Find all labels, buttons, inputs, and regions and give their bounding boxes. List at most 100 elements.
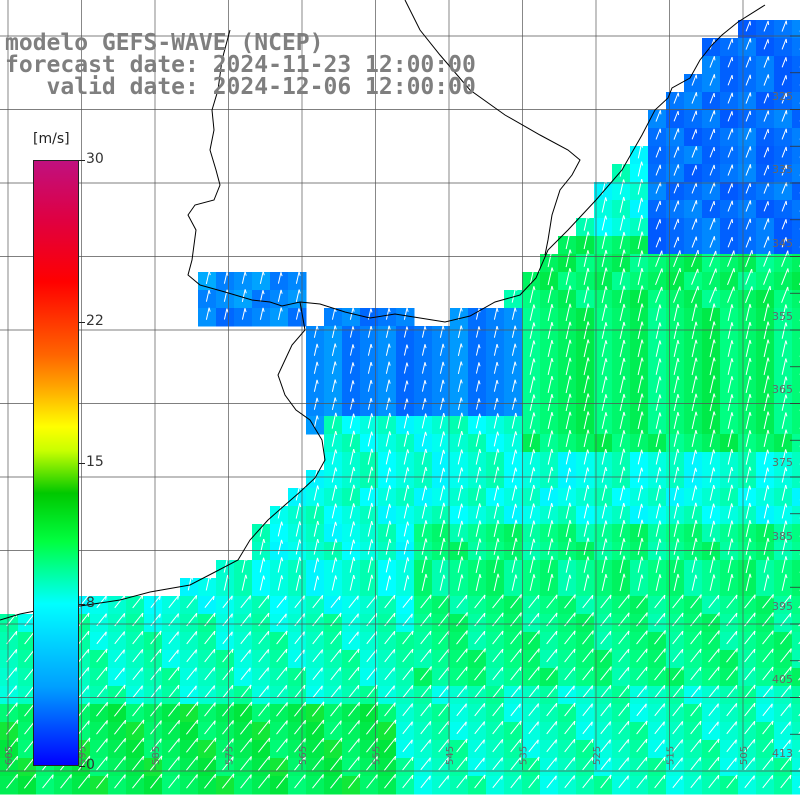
wind-arrow-head: [316, 325, 319, 330]
wind-arrow-head: [592, 648, 594, 653]
wind-arrow: [745, 538, 751, 555]
wind-arrow-head: [303, 649, 305, 654]
wind-arrow-head: [429, 721, 432, 726]
wind-arrow: [258, 594, 270, 609]
wind-arrow: [492, 648, 504, 663]
wind-arrow-head: [700, 612, 702, 617]
latitude-label: 345: [772, 237, 793, 250]
wind-arrow: [439, 449, 444, 465]
wind-arrow-head: [713, 357, 716, 362]
wind-arrow: [745, 268, 753, 285]
wind-arrow: [672, 775, 683, 789]
wind-arrow: [492, 702, 504, 717]
wind-arrow: [222, 738, 234, 753]
wind-arrow-head: [736, 648, 738, 653]
wind-arrow-head: [713, 503, 716, 508]
wind-arrow: [582, 738, 594, 753]
wind-arrow: [511, 503, 516, 519]
wind-arrow: [636, 720, 648, 735]
wind-arrow: [367, 485, 373, 501]
wind-arrow: [331, 538, 337, 555]
wind-arrow-head: [735, 685, 738, 690]
wind-arrow-head: [339, 631, 342, 636]
wind-arrow: [204, 648, 216, 663]
wind-arrow: [547, 538, 553, 555]
wind-arrow: [673, 485, 678, 501]
wind-arrow-head: [371, 521, 374, 526]
wind-arrow: [637, 357, 643, 376]
wind-arrow-head: [159, 685, 162, 690]
wind-arrow: [511, 286, 517, 303]
wind-arrow-head: [317, 539, 320, 544]
wind-arrow: [366, 649, 377, 663]
wind-arrow-head: [641, 143, 644, 148]
wind-arrow: [582, 721, 593, 735]
wind-arrow: [474, 666, 486, 681]
wind-arrow: [727, 38, 733, 50]
wind-arrow: [114, 774, 126, 789]
wind-arrow-head: [713, 201, 716, 206]
wind-arrow: [727, 236, 733, 248]
wind-arrow-head: [479, 503, 482, 508]
wind-arrow-head: [645, 720, 648, 725]
wind-arrow-head: [767, 236, 770, 241]
wind-arrow: [546, 594, 558, 609]
wind-arrow: [780, 594, 792, 609]
wind-arrow-head: [587, 485, 590, 490]
wind-arrow: [565, 519, 571, 538]
wind-arrow-head: [749, 236, 752, 241]
wind-arrow-head: [424, 380, 427, 385]
wind-arrow-head: [232, 702, 235, 707]
wind-arrow: [636, 685, 647, 699]
wind-arrow-head: [298, 289, 301, 294]
wind-arrow: [186, 649, 197, 663]
wind-arrow-head: [749, 357, 752, 362]
wind-arrow: [312, 631, 324, 645]
wind-arrow: [385, 431, 391, 447]
wind-arrow-head: [159, 649, 162, 654]
wind-arrow: [583, 231, 589, 250]
wind-arrow: [205, 289, 210, 302]
wind-arrow: [727, 412, 733, 429]
wind-arrow-head: [443, 449, 446, 454]
wind-arrow-head: [335, 467, 338, 472]
wind-arrow-head: [497, 555, 500, 560]
wind-arrow-head: [86, 595, 89, 601]
wind-arrow-head: [352, 362, 355, 367]
speed-cell: [792, 200, 800, 219]
wind-arrow: [475, 430, 481, 447]
wind-arrow: [583, 267, 589, 286]
wind-arrow: [781, 182, 787, 194]
wind-arrow-head: [483, 774, 486, 779]
wind-arrow: [637, 231, 643, 250]
wind-arrow-head: [244, 308, 247, 313]
wind-arrow-head: [551, 503, 554, 508]
wind-arrow-head: [645, 739, 648, 744]
wind-arrow: [475, 344, 480, 356]
wind-arrow-head: [623, 448, 626, 453]
wind-arrow-head: [731, 92, 734, 97]
wind-arrow: [745, 200, 751, 212]
colorbar-tick-mark: [79, 463, 85, 464]
wind-arrow: [780, 756, 792, 771]
wind-arrow: [385, 379, 390, 392]
wind-arrow: [672, 630, 684, 645]
wind-arrow-head: [713, 375, 716, 380]
wind-arrow: [312, 595, 324, 609]
wind-arrow-head: [142, 737, 145, 743]
wind-arrow-head: [751, 250, 753, 255]
wind-arrow-head: [569, 357, 572, 362]
wind-arrow-head: [609, 685, 612, 690]
wind-arrow: [691, 393, 697, 412]
wind-arrow-head: [731, 38, 734, 43]
wind-arrow-head: [478, 326, 481, 331]
wind-arrow: [241, 308, 246, 320]
wind-arrow: [510, 685, 521, 699]
wind-arrow-head: [429, 649, 432, 654]
wind-arrow-head: [569, 375, 572, 380]
wind-arrow: [223, 557, 229, 573]
wind-arrow: [745, 128, 751, 140]
wind-arrow-head: [321, 667, 323, 672]
wind-arrow-head: [677, 376, 680, 381]
wind-arrow: [313, 467, 318, 483]
